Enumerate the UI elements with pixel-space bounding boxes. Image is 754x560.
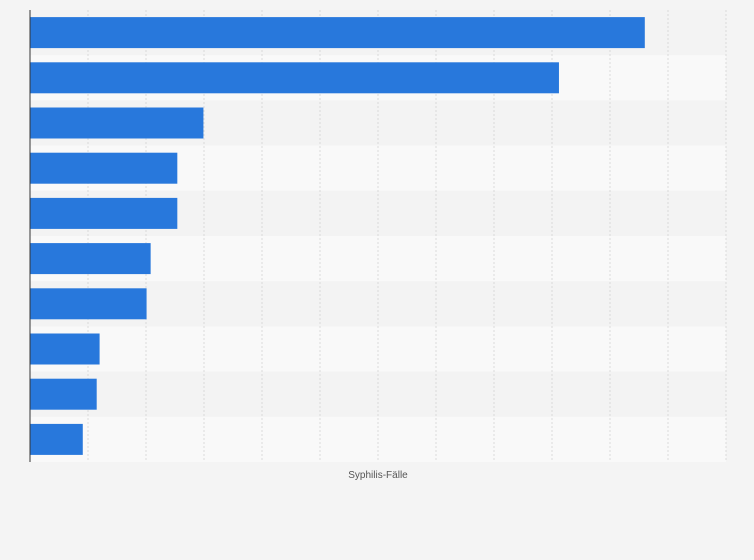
bar[interactable] bbox=[30, 152, 178, 184]
bar[interactable] bbox=[30, 378, 97, 410]
x-axis-label: Syphilis-Fälle bbox=[348, 470, 408, 481]
bar[interactable] bbox=[30, 107, 204, 139]
bar[interactable] bbox=[30, 197, 178, 229]
bar[interactable] bbox=[30, 423, 83, 455]
bar[interactable] bbox=[30, 288, 147, 320]
bar[interactable] bbox=[30, 17, 645, 49]
bar[interactable] bbox=[30, 333, 100, 365]
bar[interactable] bbox=[30, 62, 559, 94]
row-band bbox=[30, 326, 726, 372]
bar[interactable] bbox=[30, 243, 151, 275]
bars bbox=[30, 17, 645, 455]
